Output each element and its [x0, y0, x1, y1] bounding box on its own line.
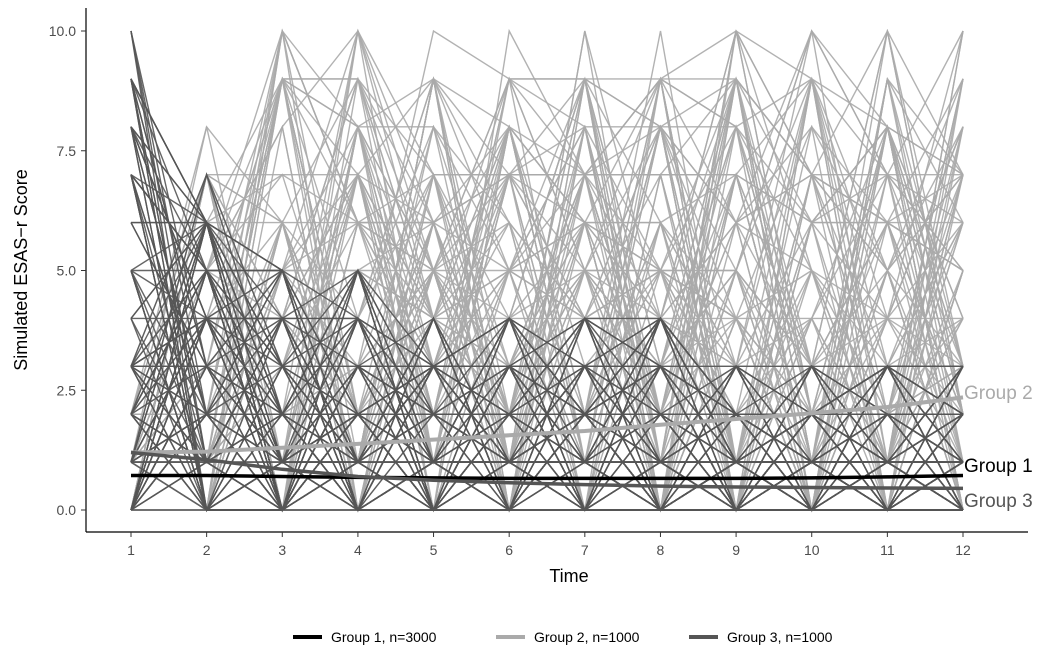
legend: Group 1, n=3000 Group 2, n=1000 Group 3, n…: [293, 629, 833, 645]
y-tick-label: 7.5: [57, 143, 77, 159]
y-tick-label: 10.0: [49, 23, 76, 39]
group-end-label: Group 3: [964, 491, 1033, 512]
group-mean-line: [130, 450, 964, 491]
y-tick-label: 2.5: [57, 382, 77, 398]
individual-trajectory-line: [130, 364, 964, 512]
x-axis-title: Time: [549, 566, 588, 586]
y-tick-label: 5.0: [57, 263, 77, 279]
individual-trajectories: [130, 28, 964, 513]
legend-label: Group 2, n=1000: [534, 629, 640, 645]
y-axis-title: Simulated ESAS−r Score: [11, 169, 31, 371]
x-tick-label: 8: [657, 542, 665, 558]
y-tick-label: 0.0: [57, 502, 77, 518]
group-end-label: Group 2: [964, 383, 1033, 404]
group-end-label: Group 1: [964, 456, 1033, 477]
x-tick-label: 3: [278, 542, 286, 558]
x-tick-label: 2: [203, 542, 211, 558]
x-tick-label: 6: [505, 542, 513, 558]
x-tick-label: 9: [732, 542, 740, 558]
individual-trajectory-line: [131, 317, 964, 512]
x-tick-label: 10: [804, 542, 820, 558]
x-tick-label: 12: [955, 542, 971, 558]
individual-trajectory-line: [130, 174, 963, 512]
x-tick-label: 11: [880, 542, 895, 558]
y-axis-ticks: 0.0 2.5 5.0 7.5 10.0: [49, 23, 86, 518]
legend-label: Group 1, n=3000: [331, 629, 437, 645]
x-tick-label: 4: [354, 542, 362, 558]
group-mean-lines: [130, 395, 964, 491]
group-mean-line: [130, 395, 964, 455]
group-mean-line: [131, 473, 964, 481]
x-tick-label: 7: [581, 542, 589, 558]
x-axis-ticks: 1 2 3 4 5 6 7 8 9 10 11 12: [127, 532, 971, 558]
x-tick-label: 5: [430, 542, 438, 558]
end-labels: Group 1 Group 2 Group 3: [964, 383, 1033, 512]
x-tick-label: 1: [127, 542, 135, 558]
legend-label: Group 3, n=1000: [727, 629, 833, 645]
